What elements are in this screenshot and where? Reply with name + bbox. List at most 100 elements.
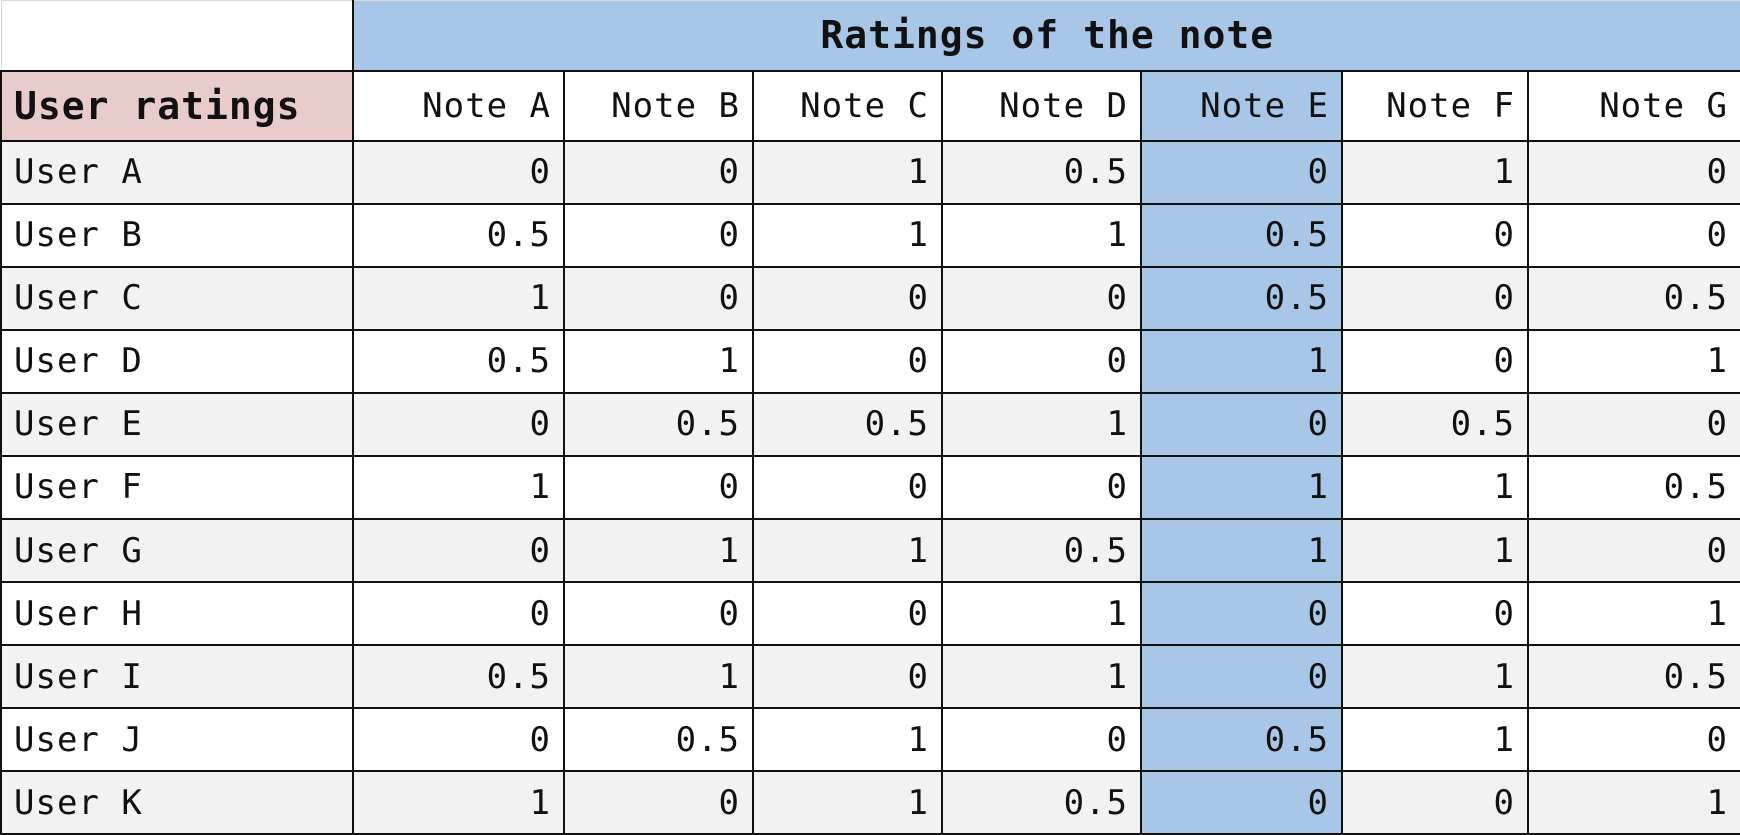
table-row: User G 0 1 1 0.5 1 1 0 [0,517,1740,584]
column-header: Note F [1341,69,1529,142]
rating-cell: 0 [1341,581,1529,647]
rating-cell: 0 [352,139,565,205]
rating-cell: 0 [563,581,754,647]
rating-cell: 0 [1526,202,1740,268]
row-label: User C [0,265,354,331]
row-header-title: User ratings [0,69,354,142]
rating-cell: 0 [941,328,1142,394]
rating-cell: 0.5 [941,517,1142,584]
rating-cell: 0.5 [1526,265,1740,331]
rating-cell: 1 [752,517,943,584]
rating-cell: 0.5 [752,391,943,457]
table-row: User A 0 0 1 0.5 0 1 0 [0,139,1740,205]
rating-cell: 0 [563,454,754,520]
rating-cell: 1 [563,644,754,710]
table-row: User D 0.5 1 0 0 1 0 1 [0,328,1740,394]
rating-cell: 0 [752,581,943,647]
rating-cell: 0.5 [1526,454,1740,520]
rating-cell: 1 [752,707,943,773]
rating-cell: 0 [752,265,943,331]
rating-cell: 0.5 [1140,707,1343,773]
group-header: Ratings of the note [351,0,1740,72]
rating-cell: 1 [352,265,565,331]
rating-cell: 1 [1341,139,1529,205]
rating-cell: 1 [1526,770,1740,835]
rating-cell: 0 [563,265,754,331]
rating-cell: 0 [1341,265,1529,331]
rating-cell: 1 [563,517,754,584]
table-row: User K 1 0 1 0.5 0 0 1 [0,770,1740,835]
rating-cell: 0.5 [352,644,565,710]
rating-cell: 1 [563,328,754,394]
column-header-row: User ratings Note A Note B Note C Note D Not… [0,69,1740,142]
rating-cell: 0.5 [563,391,754,457]
corner-cell [0,0,354,72]
rating-cell: 0 [1526,707,1740,773]
rating-cell: 1 [752,202,943,268]
rating-cell: 0.5 [563,707,754,773]
rating-cell: 0.5 [1140,265,1343,331]
rating-cell: 0 [1140,644,1343,710]
rating-cell: 0.5 [352,202,565,268]
rating-cell: 1 [1341,454,1529,520]
rating-cell: 1 [1341,707,1529,773]
rating-cell: 1 [1526,581,1740,647]
rating-cell: 0 [563,202,754,268]
rating-cell: 0.5 [1140,202,1343,268]
column-header: Note B [563,69,754,142]
rating-cell: 0 [941,454,1142,520]
row-label: User E [0,391,354,457]
rating-cell: 1 [941,202,1142,268]
rating-cell: 1 [1140,328,1343,394]
rating-cell: 1 [1341,644,1529,710]
row-label: User B [0,202,354,268]
column-header: Note D [941,69,1142,142]
rating-cell: 1 [1341,517,1529,584]
column-header: Note A [352,69,565,142]
rating-cell: 0 [1140,391,1343,457]
rating-cell: 0 [1341,770,1529,835]
rating-cell: 0 [752,328,943,394]
rating-cell: 0 [1140,770,1343,835]
column-header: Note E [1140,69,1343,142]
table-row: User B 0.5 0 1 1 0.5 0 0 [0,202,1740,268]
rating-cell: 1 [1140,454,1343,520]
column-header: Note C [752,69,943,142]
rating-cell: 0.5 [1526,644,1740,710]
rating-cell: 1 [941,391,1142,457]
rating-cell: 0.5 [352,328,565,394]
row-label: User A [0,139,354,205]
rating-cell: 0.5 [941,770,1142,835]
rating-cell: 0 [941,265,1142,331]
row-label: User I [0,644,354,710]
rating-cell: 1 [1140,517,1343,584]
rating-cell: 0 [1526,391,1740,457]
rating-cell: 0 [1341,202,1529,268]
rating-cell: 0 [1140,139,1343,205]
rating-cell: 1 [352,770,565,835]
rating-cell: 0 [352,581,565,647]
rating-cell: 1 [752,139,943,205]
table-row: User F 1 0 0 0 1 1 0.5 [0,454,1740,520]
table-row: User I 0.5 1 0 1 0 1 0.5 [0,644,1740,710]
rating-cell: 1 [941,644,1142,710]
row-label: User H [0,581,354,647]
rating-cell: 0.5 [941,139,1142,205]
rating-cell: 0.5 [1341,391,1529,457]
row-label: User K [0,770,354,835]
column-header: Note G [1526,69,1740,142]
rating-cell: 0 [352,391,565,457]
rating-cell: 0 [352,517,565,584]
rating-cell: 0 [563,139,754,205]
row-label: User J [0,707,354,773]
rating-cell: 0 [941,707,1142,773]
row-label: User G [0,517,354,584]
rating-cell: 0 [352,707,565,773]
table-row: User J 0 0.5 1 0 0.5 1 0 [0,707,1740,773]
table-row: User E 0 0.5 0.5 1 0 0.5 0 [0,391,1740,457]
rating-cell: 0 [752,644,943,710]
rating-cell: 0 [752,454,943,520]
